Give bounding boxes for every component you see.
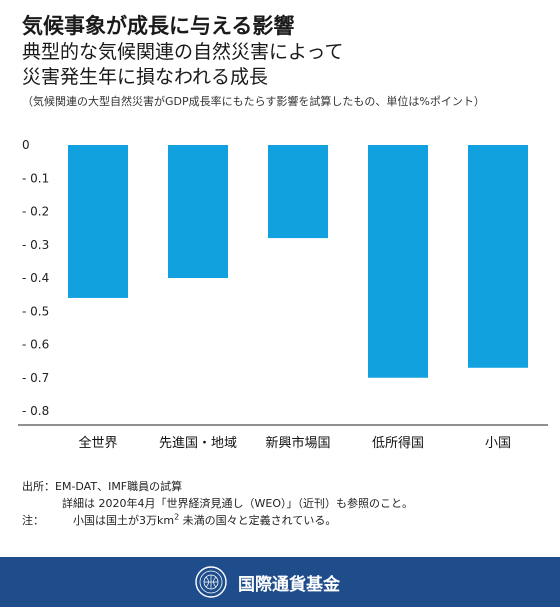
bar: [268, 145, 328, 239]
x-tick-label: 全世界: [78, 435, 117, 451]
bar: [468, 145, 528, 368]
bar: [68, 145, 128, 298]
x-tick-label: 低所得国: [372, 435, 424, 451]
y-tick-label: - 0.5: [22, 304, 49, 318]
y-tick-label: - 0.8: [22, 404, 49, 418]
x-axis-labels: 全世界 先進国・地域 新興市場国 低所得国 小国: [78, 435, 511, 451]
y-tick-label: - 0.7: [22, 371, 49, 385]
org-name: 国際通貨基金: [238, 575, 340, 595]
source-detail: 詳細は 2020年4月「世界経済見通し（WEO）」（近刊）も参照のこと。: [62, 497, 413, 510]
bars: [68, 145, 528, 378]
footer-bar: 国際通貨基金: [0, 557, 560, 607]
subtitle-line-2: 災害発生年に損なわれる成長: [22, 66, 269, 88]
x-tick-label: 小国: [485, 436, 511, 451]
x-tick-label: 先進国・地域: [159, 436, 237, 451]
x-tick-label: 新興市場国: [265, 435, 330, 451]
note-superscript: 2: [174, 512, 180, 522]
note-text-pre: 小国は国土が3万km: [73, 514, 175, 527]
y-tick-label: 0: [22, 138, 30, 152]
note-text-post: 未満の国々と定義されている。: [179, 514, 337, 527]
y-tick-label: - 0.1: [22, 171, 49, 185]
y-tick-label: - 0.3: [22, 238, 49, 252]
note-line: 注： 小国は国土が3万km2 未満の国々と定義されている。: [22, 512, 336, 528]
bar: [368, 145, 428, 378]
imf-seal-icon: [195, 566, 227, 598]
bar-chart: 0 - 0.1 - 0.2 - 0.3 - 0.4 - 0.5 - 0.6 - 0.7 - 0.…: [18, 138, 548, 451]
source-line: 出所：EM-DAT、IMF職員の試算: [22, 480, 183, 493]
y-tick-label: - 0.6: [22, 338, 49, 352]
y-tick-label: - 0.4: [22, 271, 49, 285]
y-axis: 0 - 0.1 - 0.2 - 0.3 - 0.4 - 0.5 - 0.6 - 0.7 - 0.…: [22, 138, 49, 418]
bar: [168, 145, 228, 278]
subtitle-line-1: 典型的な気候関連の自然災害によって: [22, 41, 344, 63]
chart-title: 気候事象が成長に与える影響: [22, 14, 295, 38]
chart-subtitle: 典型的な気候関連の自然災害によって 災害発生年に損なわれる成長: [22, 40, 542, 90]
note-label: 注：: [22, 514, 44, 527]
y-tick-label: - 0.2: [22, 205, 49, 219]
units-note: （気候関連の大型自然災害がGDP成長率にもたらす影響を試算したもの、単位は%ポイ…: [22, 95, 485, 108]
